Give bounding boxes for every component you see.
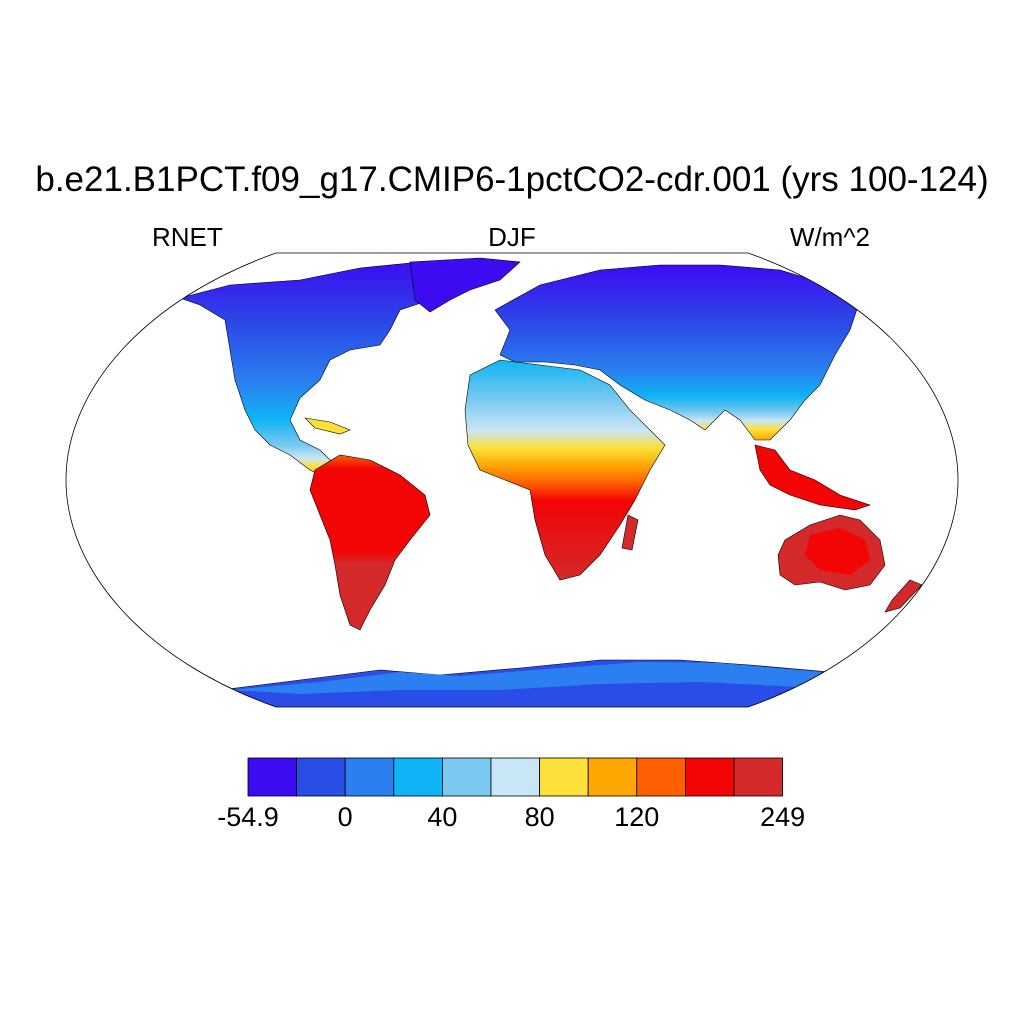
colorbar-tick-label: 249 [760,802,806,832]
colorbar-tick-label: -54.9 [217,802,279,832]
colorbar-swatch [296,757,346,797]
variable-label: RNET [152,222,223,252]
colorbar-tick-label: 120 [614,802,660,832]
colorbar-swatch [344,757,395,797]
eurasia [494,264,861,441]
season-label: DJF [488,222,536,252]
colorbar-swatch [685,757,735,797]
colorbar-swatch [393,757,443,797]
colorbar-tick-label: 40 [427,802,458,832]
south-america [309,454,431,631]
globe-outline [65,252,959,708]
colorbar-swatch [587,757,638,797]
maritime-continent [754,444,871,511]
africa [464,359,666,581]
colorbar [247,757,783,797]
colorbar-tick-label: 0 [337,802,353,832]
madagascar [621,514,639,551]
colorbar-swatch [636,757,686,797]
caribbean [304,417,351,435]
units-label: W/m^2 [789,222,870,252]
colorbar-swatch [733,757,783,797]
globe-land-fill [178,257,923,707]
colorbar-swatch [247,757,297,797]
colorbar-swatch [539,757,589,797]
colorbar-swatch [441,757,492,797]
antarctica-coast [230,662,860,694]
colorbar-tick-label: 80 [524,802,555,832]
colorbar-swatch [490,757,540,797]
plot-title: b.e21.B1PCT.f09_g17.CMIP6-1pctCO2-cdr.00… [35,160,989,199]
australia-interior [805,528,870,575]
greenland [409,257,521,313]
new-zealand [884,579,923,613]
